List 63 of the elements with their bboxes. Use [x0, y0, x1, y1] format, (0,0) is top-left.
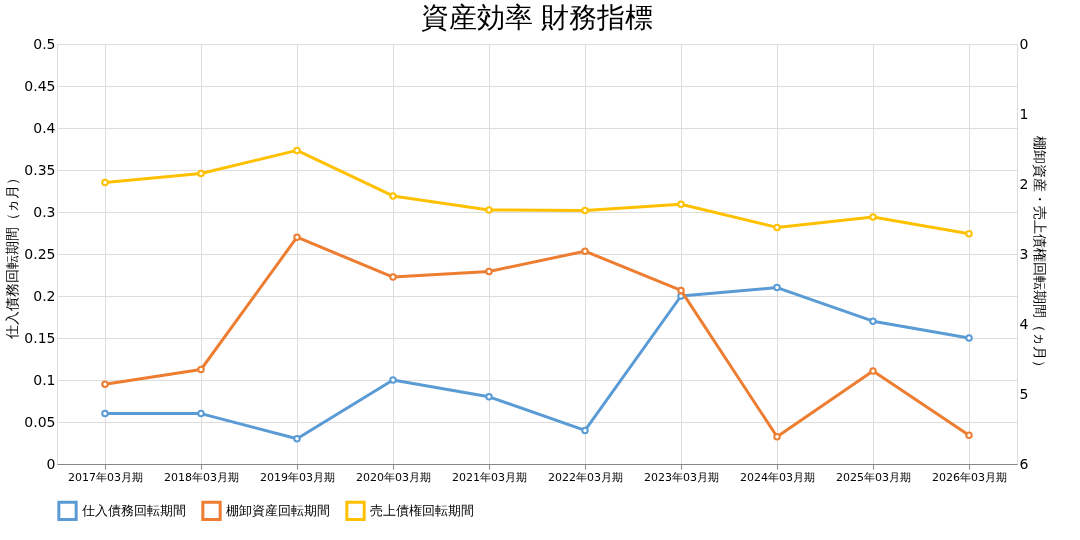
- point: [101, 409, 109, 418]
- x-tick-label: 2026年03月期: [932, 470, 1007, 484]
- y-tick-label: 0.1: [33, 371, 56, 388]
- y-tick-label: 0.3: [33, 203, 56, 220]
- y-tick-label: 0.25: [24, 245, 56, 262]
- point: [197, 365, 205, 374]
- point: [869, 367, 877, 375]
- y2-tick-label: 5: [1019, 385, 1029, 402]
- y-tick-label: 0.4: [33, 119, 56, 136]
- x-tick-label: 2025年03月期: [836, 470, 911, 484]
- y-tick-label: 0.15: [24, 329, 56, 346]
- point: [485, 206, 493, 214]
- point: [869, 317, 877, 325]
- x-tick-label: 2022年03月期: [548, 470, 623, 484]
- point: [293, 435, 301, 443]
- point: [773, 223, 781, 232]
- point: [197, 169, 205, 178]
- point: [581, 247, 589, 255]
- y-tick-label: 0.35: [24, 161, 56, 178]
- point: [197, 409, 205, 418]
- y2-tick-label: 1: [1019, 105, 1029, 122]
- y-tick-label: 0.5: [33, 35, 56, 52]
- point: [101, 178, 109, 187]
- x-tick-label: 2021年03月期: [452, 470, 527, 484]
- point: [485, 393, 493, 401]
- y2-tick-label: 3: [1019, 245, 1029, 262]
- legend-label: 売上債権回転期間: [370, 502, 474, 518]
- point: [581, 206, 589, 215]
- point: [389, 273, 397, 281]
- y-tick-label: 0.05: [24, 413, 56, 430]
- x-tick-label: 2019年03月期: [260, 470, 335, 484]
- point: [677, 286, 685, 295]
- point: [389, 192, 397, 200]
- legend-label: 仕入債務回転期間: [81, 502, 186, 518]
- point: [773, 432, 781, 441]
- x-tick-label: 2024年03月期: [740, 470, 815, 484]
- y2-axis-title: 棚卸資産・売上債権回転期間（ヵ月）: [1032, 135, 1049, 374]
- y-tick-label: 0.2: [33, 287, 56, 304]
- x-tick-label: 2020年03月期: [356, 470, 431, 484]
- point: [389, 376, 397, 384]
- y2-tick-label: 6: [1019, 455, 1029, 472]
- point: [485, 267, 493, 276]
- y2-tick-label: 0: [1019, 35, 1029, 52]
- point: [293, 233, 301, 241]
- y-axis-title: 仕入債務回転期間（ヵ月）: [4, 170, 21, 340]
- chart-title: 資産効率 財務指標: [420, 1, 654, 34]
- point: [101, 380, 109, 388]
- y-tick-label: 0.45: [24, 77, 56, 94]
- point: [965, 334, 973, 342]
- x-tick-label: 2017年03月期: [68, 470, 143, 484]
- x-tick-label: 2023年03月期: [644, 470, 719, 484]
- point: [581, 426, 589, 435]
- y2-tick-label: 2: [1019, 175, 1029, 192]
- point: [293, 146, 301, 155]
- point: [965, 229, 973, 238]
- legend-label: 棚卸資産回転期間: [226, 502, 330, 518]
- point: [677, 200, 685, 209]
- point: [965, 431, 973, 440]
- y2-tick-label: 4: [1019, 315, 1029, 332]
- y-tick-label: 0: [46, 455, 56, 472]
- point: [869, 213, 877, 221]
- point: [773, 283, 781, 292]
- x-tick-label: 2018年03月期: [164, 470, 239, 484]
